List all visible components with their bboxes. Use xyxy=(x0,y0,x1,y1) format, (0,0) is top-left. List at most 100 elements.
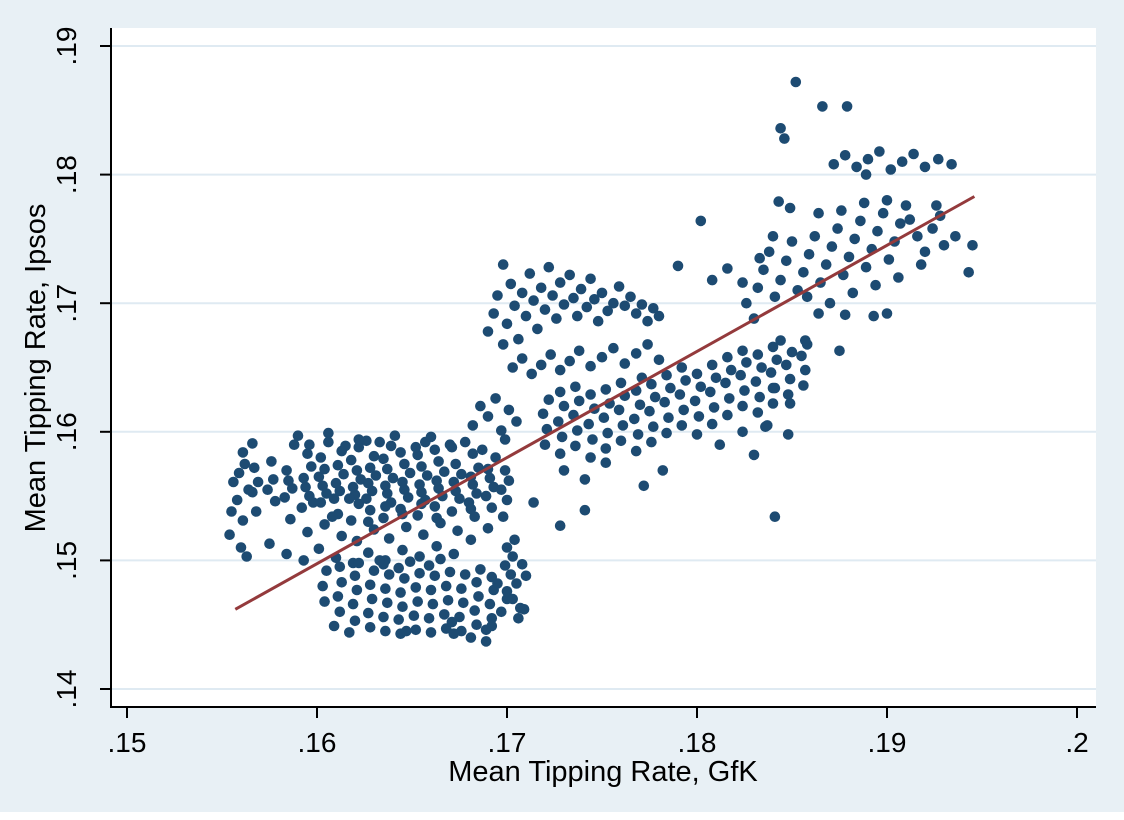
data-point xyxy=(638,480,650,492)
data-point xyxy=(364,622,376,633)
data-point xyxy=(484,472,496,484)
data-point xyxy=(689,395,701,407)
data-point xyxy=(800,335,811,346)
data-point xyxy=(389,430,401,442)
data-point xyxy=(482,523,494,534)
data-point xyxy=(349,615,361,627)
data-point xyxy=(619,358,631,369)
data-point xyxy=(553,416,564,427)
data-point xyxy=(572,425,583,436)
data-point xyxy=(285,513,296,525)
data-point xyxy=(872,225,883,237)
data-point xyxy=(448,628,460,639)
data-point xyxy=(380,501,391,512)
data-point xyxy=(657,465,669,476)
data-point xyxy=(237,447,249,458)
data-point xyxy=(473,591,484,602)
data-point xyxy=(748,449,760,461)
data-point xyxy=(511,578,522,589)
x-tick-label: .15 xyxy=(108,727,147,758)
data-point xyxy=(587,434,598,445)
data-point xyxy=(264,538,275,549)
data-point xyxy=(528,497,539,508)
data-point xyxy=(228,476,239,488)
data-point xyxy=(484,598,496,610)
data-point xyxy=(648,303,659,314)
data-point xyxy=(813,207,824,219)
data-point xyxy=(634,399,646,411)
data-point xyxy=(706,274,718,286)
data-point xyxy=(414,479,425,490)
data-point xyxy=(429,501,441,512)
data-point xyxy=(281,548,292,560)
data-point xyxy=(524,268,536,279)
data-point xyxy=(459,569,471,580)
data-point xyxy=(877,207,889,219)
data-point xyxy=(900,200,912,211)
data-point xyxy=(385,440,397,452)
data-point xyxy=(646,436,657,448)
data-point xyxy=(509,300,520,312)
data-point xyxy=(292,430,304,442)
data-point xyxy=(345,454,357,466)
data-point xyxy=(946,159,957,170)
data-point xyxy=(904,214,916,225)
data-point xyxy=(243,484,254,496)
data-point xyxy=(752,349,764,360)
data-point xyxy=(870,279,881,291)
data-point xyxy=(663,412,674,424)
data-point xyxy=(412,510,424,521)
data-point xyxy=(570,381,581,393)
data-point xyxy=(340,440,351,452)
data-point xyxy=(860,169,872,180)
data-point xyxy=(737,345,748,357)
data-point xyxy=(933,153,944,165)
data-point xyxy=(425,627,437,638)
data-point xyxy=(516,559,528,570)
data-point xyxy=(332,591,344,602)
data-point xyxy=(558,400,570,412)
data-point xyxy=(630,308,642,319)
data-point xyxy=(399,573,410,584)
data-point xyxy=(564,269,575,281)
data-point xyxy=(585,389,596,400)
data-point xyxy=(779,133,790,144)
data-point xyxy=(471,577,482,588)
data-point xyxy=(720,377,731,389)
data-point xyxy=(486,620,498,632)
data-point xyxy=(486,613,498,624)
x-tick-label: .18 xyxy=(678,727,717,758)
data-point xyxy=(404,467,416,479)
data-point xyxy=(739,385,750,396)
data-point xyxy=(801,291,813,303)
data-point xyxy=(471,619,482,630)
data-point xyxy=(345,515,357,526)
data-point xyxy=(554,364,566,376)
data-point xyxy=(868,310,879,322)
data-point xyxy=(247,438,258,449)
data-point xyxy=(395,447,406,458)
data-point xyxy=(769,291,781,303)
data-point xyxy=(501,494,513,506)
data-point xyxy=(798,267,809,278)
data-point xyxy=(496,425,507,436)
data-point xyxy=(393,614,405,625)
y-tick-label: .17 xyxy=(51,284,82,323)
data-point xyxy=(283,475,294,487)
data-point xyxy=(847,287,859,299)
data-point xyxy=(754,391,765,403)
data-point xyxy=(334,606,346,618)
data-point xyxy=(269,495,281,507)
data-point xyxy=(756,362,767,373)
data-point xyxy=(786,346,798,358)
data-point xyxy=(328,620,340,632)
data-point xyxy=(554,386,566,398)
data-point xyxy=(767,382,779,394)
data-point xyxy=(456,468,467,480)
data-point xyxy=(558,465,570,476)
data-point xyxy=(927,223,938,234)
data-point xyxy=(433,456,444,467)
data-point xyxy=(363,516,374,528)
data-point xyxy=(364,579,376,591)
data-point xyxy=(674,389,686,400)
